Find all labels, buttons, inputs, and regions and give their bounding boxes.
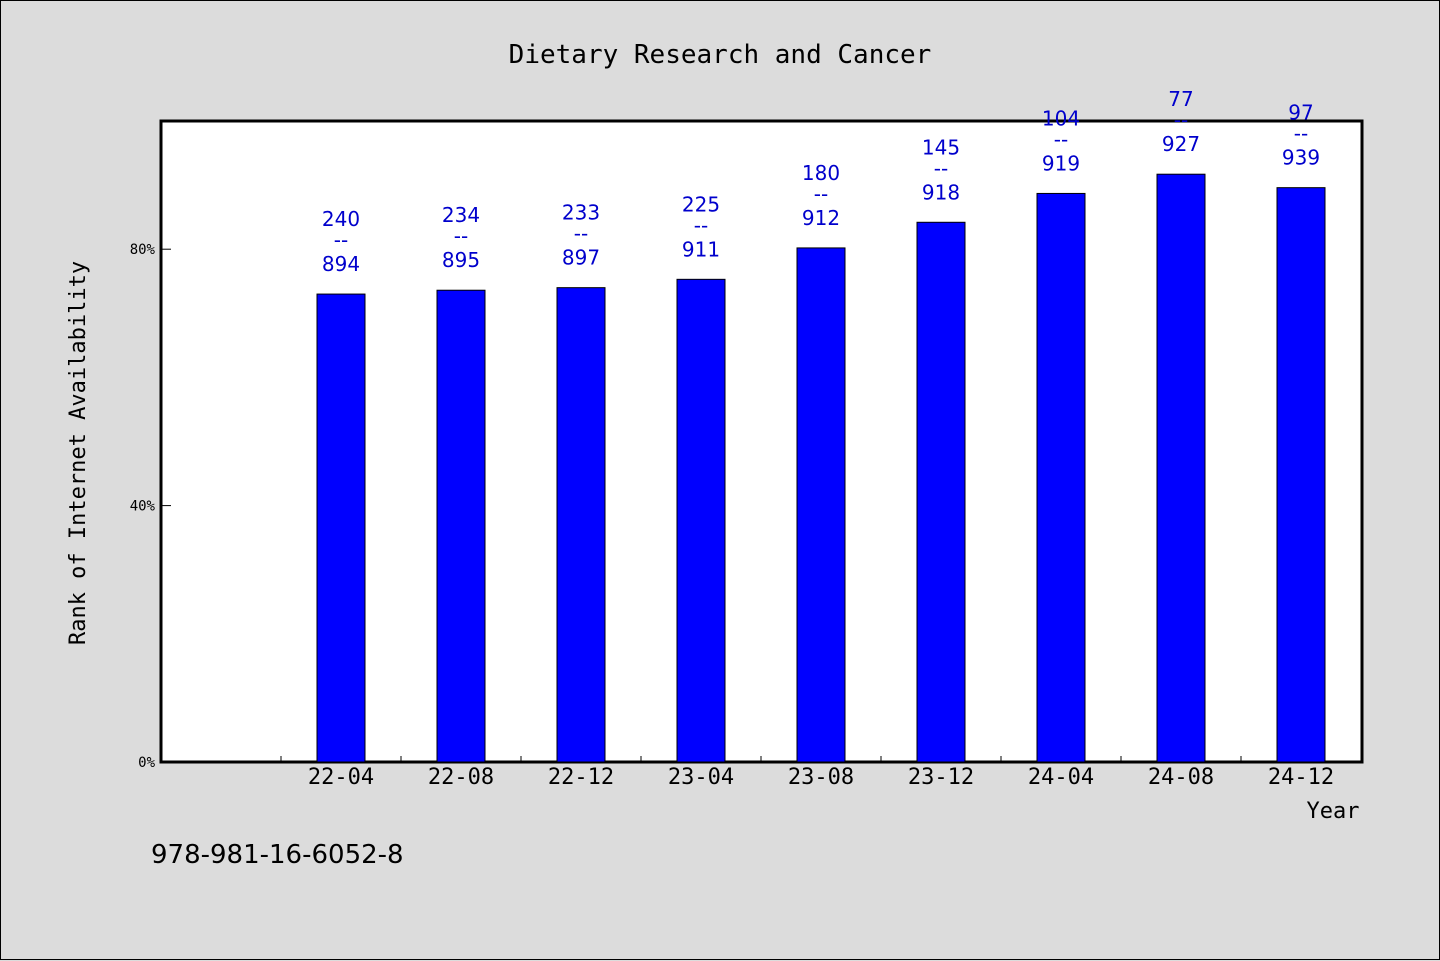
bar-rank-label: 104 [1042, 106, 1080, 130]
x-tick-label: 23-04 [668, 765, 734, 790]
y-tick-label: 40% [130, 499, 156, 515]
bar-22-12 [556, 287, 606, 763]
bar-total-label: 912 [802, 206, 840, 230]
x-tick-label: 24-08 [1148, 765, 1214, 790]
bar-rank-label: 97 [1288, 101, 1313, 125]
bars-group [316, 173, 1326, 763]
x-tick-label: 23-08 [788, 765, 854, 790]
bar-22-04 [316, 293, 366, 763]
bar-rank-label: 240 [322, 207, 360, 231]
x-axis-title: Year [1307, 799, 1360, 824]
bar-24-12 [1276, 187, 1326, 763]
y-axis-title: Rank of Internet Availability [66, 261, 91, 645]
bar-24-04 [1036, 192, 1086, 763]
y-tick-label: 0% [138, 755, 155, 771]
bar-labels-group: 240--894234--895233--897225--911180--912… [322, 87, 1320, 276]
bar-label-separator: -- [694, 213, 708, 237]
x-tick-label: 22-04 [308, 765, 374, 790]
bar-total-label: 927 [1162, 132, 1200, 156]
bar-rank-label: 77 [1168, 87, 1193, 111]
bar-total-label: 897 [562, 246, 600, 270]
bar-total-label: 918 [922, 180, 960, 204]
bar-rank-label: 145 [922, 135, 960, 159]
bar-rank-label: 180 [802, 161, 840, 185]
bar-rank-label: 234 [442, 203, 480, 227]
bar-label-separator: -- [454, 224, 468, 248]
bar-total-label: 919 [1042, 151, 1080, 175]
bar-24-08 [1156, 173, 1206, 763]
bar-label-separator: -- [1054, 127, 1068, 151]
bar-22-08 [436, 289, 486, 763]
bar-label-separator: -- [1174, 108, 1188, 132]
bar-label-separator: -- [1294, 122, 1308, 146]
bar-23-04 [676, 278, 726, 763]
bar-total-label: 895 [442, 248, 480, 272]
y-tick-label: 80% [130, 242, 156, 258]
bar-total-label: 939 [1282, 146, 1320, 170]
bar-label-separator: -- [934, 156, 948, 180]
bar-rank-label: 225 [682, 192, 720, 216]
bar-label-separator: -- [814, 182, 828, 206]
y-axis-ticks: 0% 40% 80% [130, 242, 171, 771]
x-axis-ticks: 22-04 22-08 22-12 23-04 23-08 23-12 24-04 24-08… [280, 756, 1334, 790]
bar-23-08 [796, 247, 846, 763]
x-tick-label: 24-04 [1028, 765, 1094, 790]
bar-total-label: 911 [682, 237, 720, 261]
bar-label-separator: -- [574, 222, 588, 246]
bar-total-label: 894 [322, 252, 360, 276]
bar-23-12 [916, 221, 966, 763]
bar-label-separator: -- [334, 228, 348, 252]
x-tick-label: 22-12 [548, 765, 614, 790]
x-tick-label: 24-12 [1268, 765, 1334, 790]
bar-rank-label: 233 [562, 201, 600, 225]
x-tick-label: 22-08 [428, 765, 494, 790]
chart-title: Dietary Research and Cancer [509, 40, 932, 70]
x-tick-label: 23-12 [908, 765, 974, 790]
isbn-footer: 978-981-16-6052-8 [151, 840, 404, 870]
